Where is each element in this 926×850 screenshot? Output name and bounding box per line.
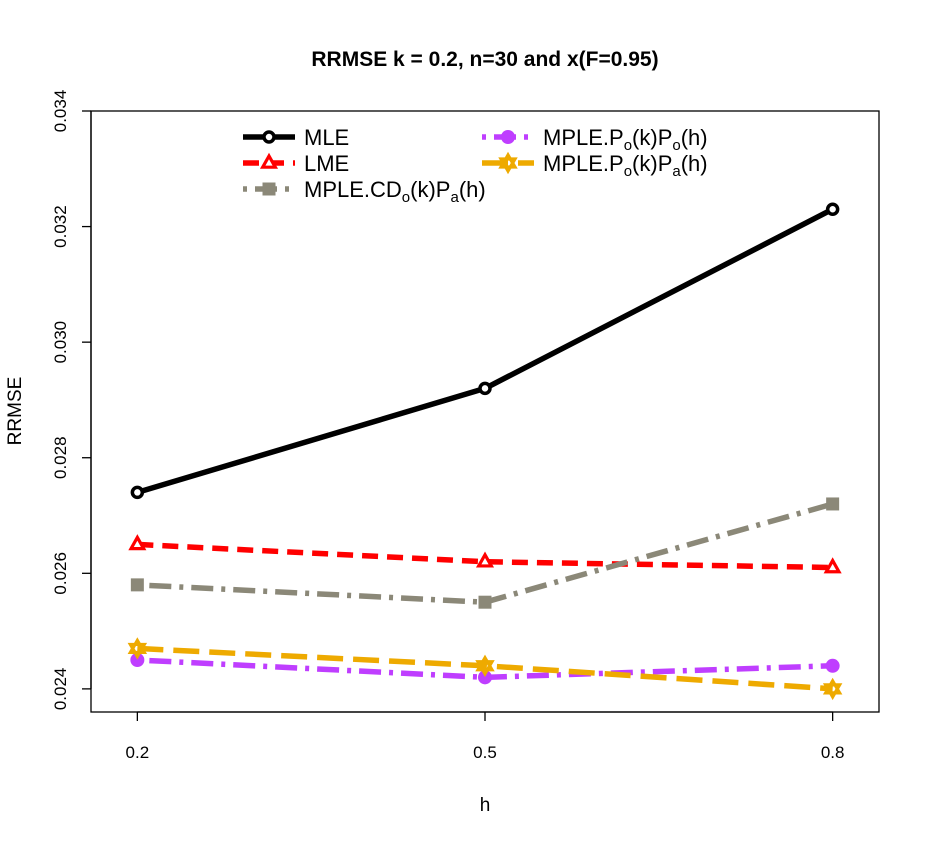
star-part [822, 677, 843, 695]
star-part [127, 642, 148, 660]
legend-entry: MLE [243, 125, 349, 150]
legend-entry: LME [243, 151, 349, 176]
star-part [475, 654, 495, 672]
series-mle [130, 202, 840, 500]
y-tick-label: 0.034 [51, 90, 70, 133]
data-point [475, 654, 495, 677]
x-tick-label: 0.2 [126, 743, 150, 762]
x-tick-label: 0.5 [473, 743, 497, 762]
data-point [130, 485, 145, 500]
y-tick-label: 0.026 [51, 552, 70, 595]
data-point [475, 551, 495, 568]
legend: MLELMEMPLE.CDo(k)Pa(h)MPLE.Po(k)Po(h)MPL… [243, 125, 708, 206]
star-part [498, 151, 518, 169]
data-point [822, 677, 843, 701]
data-point [826, 497, 840, 511]
data-point [823, 557, 842, 574]
y-tick-label: 0.024 [51, 668, 70, 711]
series-lme [128, 534, 842, 574]
y-tick-label: 0.032 [51, 205, 70, 248]
star-part [475, 660, 495, 677]
x-axis-label: h [480, 795, 491, 816]
data-point [501, 130, 515, 144]
y-tick-label: 0.030 [51, 321, 70, 364]
data-point [262, 130, 276, 144]
data-point [128, 534, 147, 551]
x-tick-label: 0.8 [821, 743, 845, 762]
series-layer [127, 202, 843, 701]
series-mple-cdo-k-pa-h- [130, 497, 840, 609]
series-mple-po-k-po-h- [130, 652, 840, 685]
data-point [130, 652, 145, 667]
y-tick-label: 0.028 [51, 436, 70, 479]
chart-title: RRMSE k = 0.2, n=30 and x(F=0.95) [311, 48, 658, 71]
series-line [137, 541, 833, 571]
star-part [498, 157, 518, 175]
series-mple-po-k-pa-h- [127, 637, 843, 701]
data-point [478, 595, 492, 609]
star-part [822, 683, 843, 701]
data-point [478, 670, 492, 685]
series-line [137, 645, 833, 692]
legend-label: MPLE.CDo(k)Pa(h) [304, 177, 486, 206]
data-point [825, 202, 840, 216]
y-axis-label: RRMSE [5, 377, 26, 446]
star-part [127, 637, 148, 655]
legend-label: MLE [304, 125, 349, 150]
data-point [127, 637, 148, 660]
x-axis: 0.2 0.5 0.8 [126, 711, 845, 762]
data-point [498, 151, 518, 175]
data-point [130, 578, 144, 592]
y-axis: 0.024 0.026 0.028 0.030 0.032 0.034 [51, 90, 92, 711]
data-point [478, 381, 492, 396]
data-point [259, 152, 279, 169]
legend-entry: MPLE.Po(k)Pa(h) [482, 151, 708, 180]
legend-label: LME [304, 151, 349, 176]
data-point [825, 658, 840, 673]
data-point [262, 182, 276, 196]
